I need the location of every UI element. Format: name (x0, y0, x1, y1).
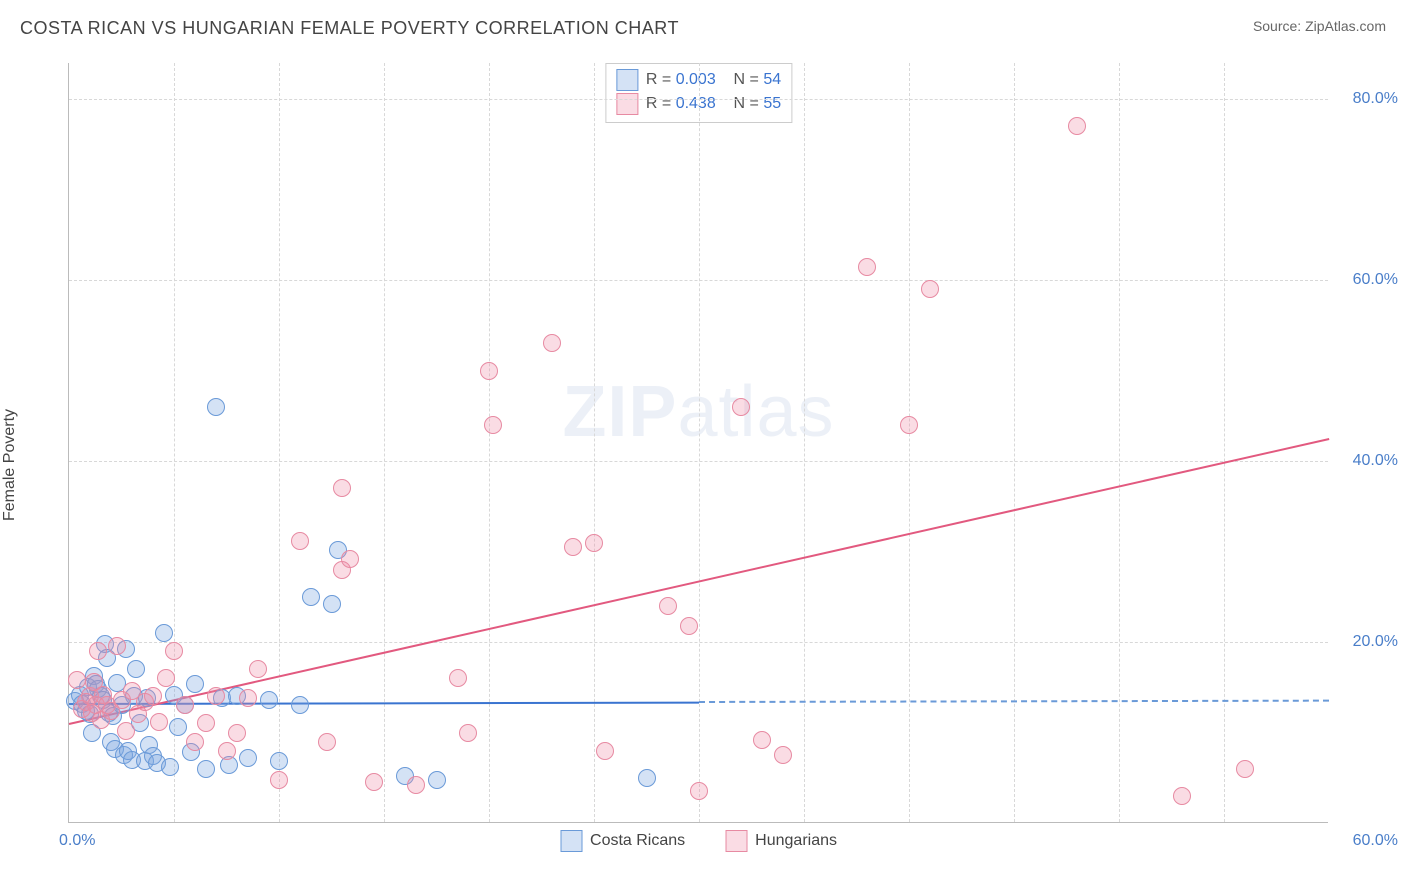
x-axis-tick-start: 0.0% (59, 832, 95, 850)
scatter-point (270, 771, 288, 789)
legend-label: Costa Ricans (590, 832, 685, 850)
scatter-point (365, 773, 383, 791)
scatter-point (228, 724, 246, 742)
scatter-point (1068, 117, 1086, 135)
stats-swatch (616, 93, 638, 115)
gridline-v (489, 63, 490, 822)
scatter-point (89, 642, 107, 660)
stats-text: R = 0.438 N = 55 (646, 92, 781, 116)
scatter-point (186, 675, 204, 693)
scatter-point (176, 696, 194, 714)
scatter-point (302, 588, 320, 606)
scatter-point (270, 752, 288, 770)
scatter-point (169, 718, 187, 736)
scatter-point (108, 637, 126, 655)
y-axis-tick: 80.0% (1338, 90, 1398, 108)
gridline-v (384, 63, 385, 822)
legend-label: Hungarians (755, 832, 837, 850)
scatter-point (900, 416, 918, 434)
y-axis-label: Female Poverty (1, 409, 19, 521)
scatter-point (1173, 787, 1191, 805)
gridline-v (279, 63, 280, 822)
scatter-point (68, 671, 86, 689)
scatter-point (117, 722, 135, 740)
scatter-point (333, 479, 351, 497)
plot-area: ZIPatlas R = 0.003 N = 54R = 0.438 N = 5… (68, 63, 1328, 823)
x-axis-tick-end: 60.0% (1353, 832, 1398, 850)
scatter-point (596, 742, 614, 760)
scatter-point (585, 534, 603, 552)
scatter-point (690, 782, 708, 800)
scatter-point (218, 742, 236, 760)
scatter-point (249, 660, 267, 678)
scatter-point (186, 733, 204, 751)
gridline-v (909, 63, 910, 822)
legend-item: Costa Ricans (560, 830, 685, 852)
scatter-point (732, 398, 750, 416)
gridline-v (699, 63, 700, 822)
scatter-point (323, 595, 341, 613)
legend-swatch (560, 830, 582, 852)
scatter-point (449, 669, 467, 687)
scatter-point (659, 597, 677, 615)
legend-swatch (725, 830, 747, 852)
y-axis-tick: 60.0% (1338, 271, 1398, 289)
scatter-point (150, 713, 168, 731)
scatter-point (207, 398, 225, 416)
scatter-point (207, 687, 225, 705)
scatter-point (161, 758, 179, 776)
gridline-v (1224, 63, 1225, 822)
scatter-point (291, 532, 309, 550)
gridline-v (174, 63, 175, 822)
legend: Costa Ricans Hungarians (560, 830, 837, 852)
scatter-point (157, 669, 175, 687)
y-axis-tick: 40.0% (1338, 452, 1398, 470)
scatter-point (155, 624, 173, 642)
y-axis-tick: 20.0% (1338, 633, 1398, 651)
scatter-point (753, 731, 771, 749)
scatter-point (197, 714, 215, 732)
scatter-point (680, 617, 698, 635)
chart-container: Female Poverty ZIPatlas R = 0.003 N = 54… (20, 55, 1386, 875)
legend-item: Hungarians (725, 830, 837, 852)
scatter-point (921, 280, 939, 298)
scatter-point (858, 258, 876, 276)
gridline-v (594, 63, 595, 822)
scatter-point (144, 687, 162, 705)
scatter-point (239, 749, 257, 767)
scatter-point (197, 760, 215, 778)
scatter-point (239, 689, 257, 707)
gridline-v (1119, 63, 1120, 822)
scatter-point (638, 769, 656, 787)
scatter-point (484, 416, 502, 434)
scatter-point (543, 334, 561, 352)
scatter-point (459, 724, 477, 742)
scatter-point (165, 642, 183, 660)
scatter-point (564, 538, 582, 556)
scatter-point (127, 660, 145, 678)
scatter-point (480, 362, 498, 380)
gridline-v (1014, 63, 1015, 822)
scatter-point (428, 771, 446, 789)
scatter-point (1236, 760, 1254, 778)
gridline-v (804, 63, 805, 822)
scatter-point (291, 696, 309, 714)
scatter-point (260, 691, 278, 709)
scatter-point (774, 746, 792, 764)
chart-title: COSTA RICAN VS HUNGARIAN FEMALE POVERTY … (20, 18, 679, 39)
stats-text: R = 0.003 N = 54 (646, 68, 781, 92)
source-attribution: Source: ZipAtlas.com (1253, 18, 1386, 34)
scatter-point (407, 776, 425, 794)
scatter-point (318, 733, 336, 751)
stats-swatch (616, 69, 638, 91)
scatter-point (341, 550, 359, 568)
